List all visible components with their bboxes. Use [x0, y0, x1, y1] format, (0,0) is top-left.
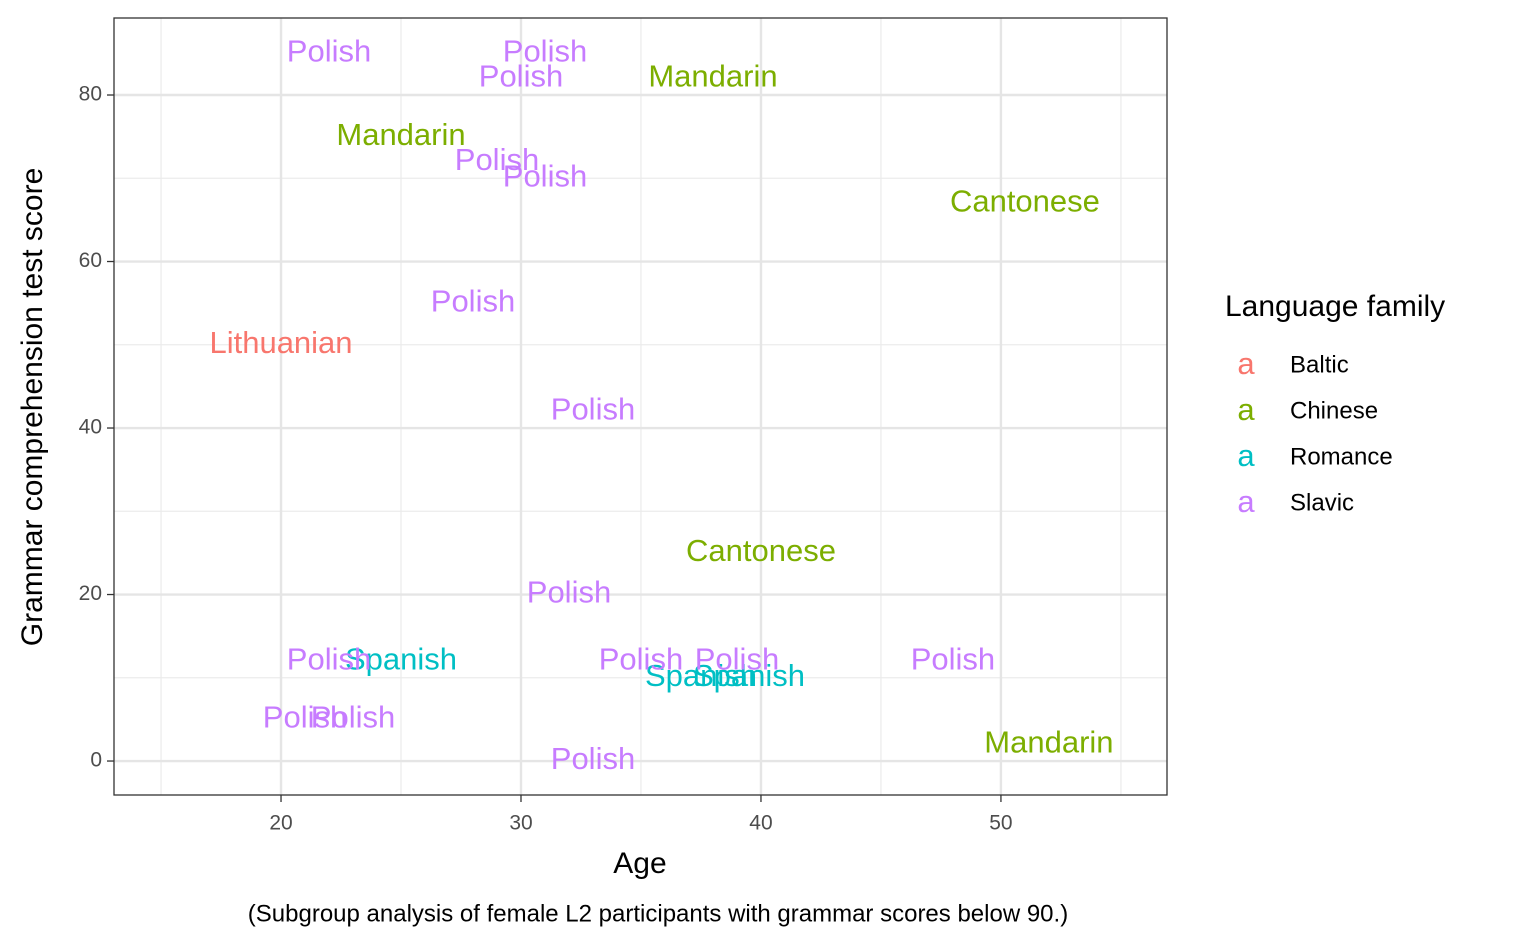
x-tick-label: 20	[269, 812, 292, 835]
point-label: Spanish	[645, 658, 757, 693]
panel-border	[113, 17, 1168, 796]
y-tick-label: 20	[79, 582, 102, 605]
grid	[114, 18, 1167, 795]
point-label: Polish	[311, 700, 395, 735]
legend-key: a	[1237, 438, 1255, 473]
point-label: Polish	[431, 283, 515, 318]
points: Lithuanian Mandarin Mandarin Cantonese Canto…	[209, 34, 1113, 777]
legend-label: Slavic	[1290, 489, 1354, 516]
legend-label: Romance	[1290, 443, 1393, 470]
point-label: Polish	[551, 392, 635, 427]
x-tick-label: 40	[749, 812, 772, 835]
legend: a Baltic a Chinese a Romance a Slavic	[1237, 346, 1392, 519]
y-tick-label: 80	[79, 83, 102, 106]
legend-key: a	[1237, 484, 1255, 519]
legend-key: a	[1237, 392, 1255, 427]
point-label: Mandarin	[336, 117, 465, 152]
point-label: Polish	[911, 641, 995, 676]
caption: (Subgroup analysis of female L2 particip…	[248, 900, 1068, 927]
y-tick-label: 0	[90, 749, 102, 772]
point-label: Lithuanian	[209, 325, 352, 360]
point-label: Polish	[503, 158, 587, 193]
point-label: Polish	[527, 575, 611, 610]
x-axis-title: Age	[613, 847, 666, 880]
y-axis-title: Grammar comprehension test score	[16, 168, 49, 647]
point-label: Polish	[479, 59, 563, 94]
point-label: Mandarin	[648, 59, 777, 94]
legend-key: a	[1237, 346, 1255, 381]
point-label: Polish	[263, 700, 347, 735]
point-label: Cantonese	[950, 183, 1100, 218]
point-label: Polish	[455, 142, 539, 177]
point-label: Polish	[503, 34, 587, 69]
x-tick-label: 30	[509, 812, 532, 835]
point-label: Polish	[287, 641, 371, 676]
y-tick-label: 40	[79, 416, 102, 439]
point-label: Polish	[599, 641, 683, 676]
legend-label: Chinese	[1290, 397, 1378, 424]
legend-label: Baltic	[1290, 351, 1349, 378]
point-label: Spanish	[345, 641, 457, 676]
x-tick-label: 50	[989, 812, 1012, 835]
point-label: Cantonese	[686, 533, 836, 568]
legend-title: Language family	[1225, 290, 1445, 323]
point-label: Spanish	[693, 658, 805, 693]
point-label: Mandarin	[984, 725, 1113, 760]
y-tick-label: 60	[79, 249, 102, 272]
point-label: Polish	[695, 641, 779, 676]
point-label: Polish	[287, 34, 371, 69]
point-label: Polish	[551, 741, 635, 776]
